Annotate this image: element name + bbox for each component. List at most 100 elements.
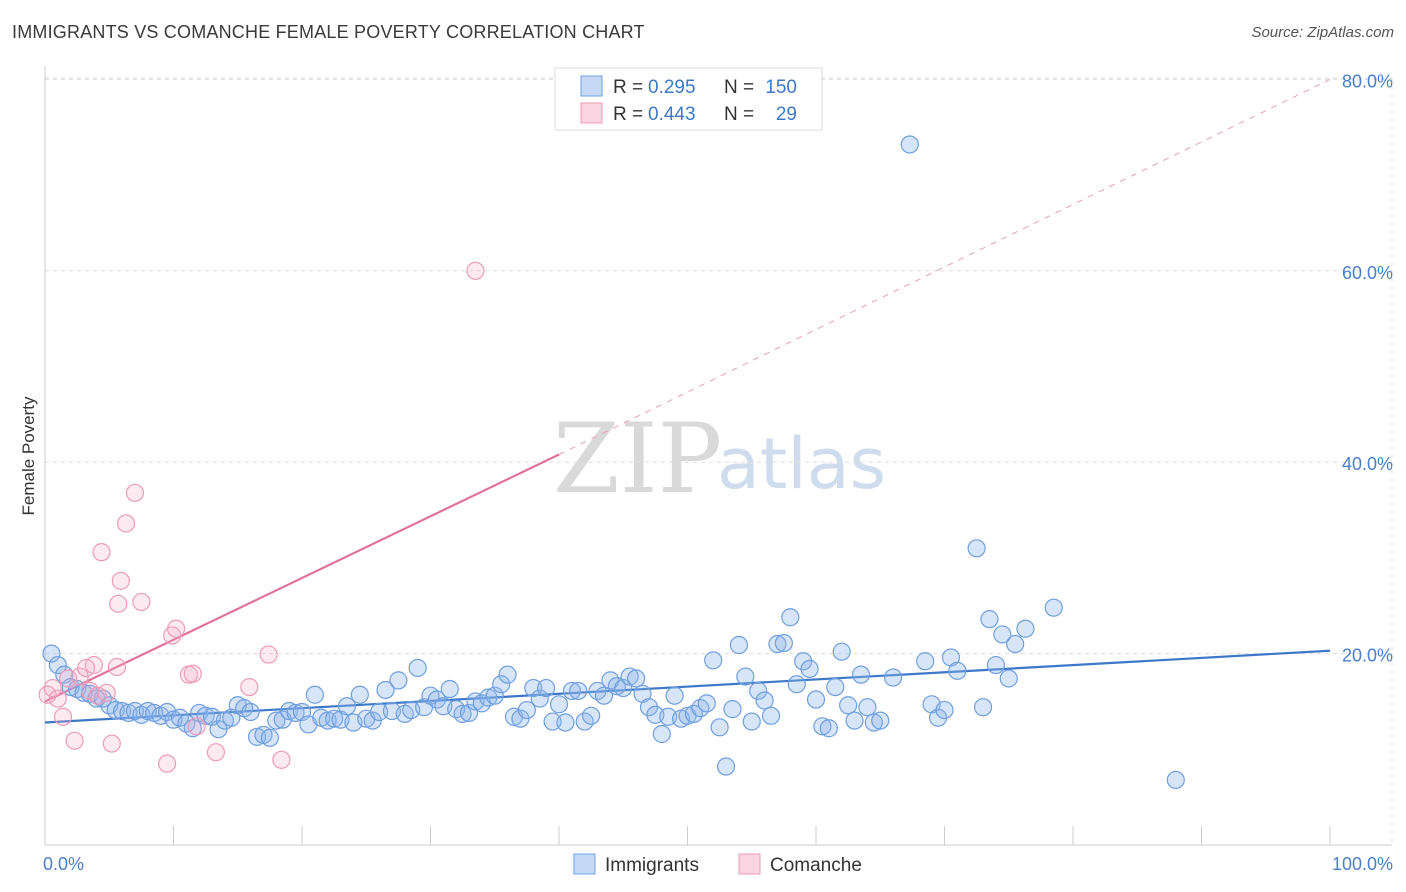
immigrants-point [1016, 619, 1035, 638]
immigrants-point [652, 724, 671, 744]
immigrants-point [543, 712, 562, 731]
comanche-point [92, 543, 111, 562]
immigrants-point [973, 698, 993, 717]
immigrants-point [376, 680, 395, 700]
immigrants-point [710, 718, 729, 737]
comanche-point [53, 707, 73, 726]
immigrants-point [485, 686, 504, 705]
immigrants-point [549, 695, 569, 714]
immigrants-point [749, 681, 768, 701]
y-axis-label: Female Poverty [19, 396, 38, 516]
immigrants-point [620, 667, 639, 686]
immigrants-point [729, 635, 749, 655]
immigrants-point [832, 642, 851, 661]
immigrants-point [800, 659, 819, 679]
bottom-legend: Immigrants Comanche [573, 853, 862, 876]
comanche-point [107, 657, 127, 677]
trend-lines [44, 78, 1331, 724]
immigrants-point [42, 644, 61, 663]
comanche-point [111, 571, 130, 590]
immigrants-point [530, 689, 549, 708]
comanche-point [116, 514, 136, 533]
immigrants-point [839, 696, 858, 715]
immigrants-point [948, 661, 967, 680]
immigrants-point [247, 727, 267, 746]
immigrants-point [761, 706, 781, 725]
immigrants-point [806, 690, 826, 709]
immigrants-point [967, 539, 986, 558]
immigrants-point [819, 719, 838, 738]
immigrants-point [337, 697, 357, 716]
immigrants-point [241, 702, 260, 722]
immigrants-point [697, 694, 716, 713]
comanche-point [132, 592, 151, 612]
immigrants-point [845, 711, 864, 730]
immigrants-point [453, 704, 472, 723]
immigrants-point [986, 655, 1006, 675]
immigrants-point [350, 685, 369, 704]
source-label: Source: ZipAtlas.com [1251, 24, 1394, 41]
comanche-point [43, 678, 62, 698]
comanche-point [187, 717, 206, 736]
comanche-point [240, 677, 259, 697]
immigrants-point [305, 685, 324, 704]
immigrants-point [389, 671, 408, 690]
immigrants-point [774, 633, 793, 653]
immigrants-point [716, 757, 736, 776]
comanche-point [157, 754, 177, 773]
immigrants-point [48, 655, 67, 675]
immigrants-point [479, 688, 498, 707]
legend-r-value-2: 0.443 [648, 104, 696, 125]
immigrants-point [408, 658, 427, 678]
immigrants-point [858, 698, 877, 717]
comanche-point [466, 261, 485, 280]
legend: R = 0.295 N = 150 R = 0.443 N = 29 [554, 67, 823, 131]
immigrants-point [626, 669, 646, 688]
immigrants-point [614, 678, 633, 698]
immigrants-point [999, 669, 1018, 688]
immigrants-point [537, 678, 556, 698]
immigrants-point [582, 706, 601, 725]
immigrants-point [864, 713, 883, 732]
legend-r-value-1: 0.295 [648, 77, 696, 98]
comanche-point [48, 689, 67, 708]
immigrants-point [524, 678, 543, 698]
immigrants-point [498, 665, 517, 684]
y-tick-label: 40.0% [1342, 454, 1393, 474]
y-tick-label: 80.0% [1342, 71, 1393, 91]
immigrants-point [723, 700, 742, 719]
immigrants-point [980, 610, 999, 629]
comanche-point [272, 750, 291, 769]
comanche-point [59, 669, 78, 688]
comanche-point [259, 645, 278, 664]
immigrants-point [517, 700, 536, 720]
immigrants-point [112, 701, 132, 721]
comanche-point [84, 655, 103, 675]
immigrants-point [607, 677, 626, 696]
comanche-point [206, 743, 226, 762]
axes [44, 66, 1392, 846]
immigrants-point [704, 651, 723, 670]
comanche-point [109, 594, 128, 613]
legend-n-value-1: 150 [765, 77, 797, 98]
comanche-point [166, 619, 186, 638]
comanche-point [102, 734, 121, 753]
immigrants-point [742, 712, 761, 731]
immigrants-point [813, 717, 832, 736]
comanche-trend-line [44, 453, 560, 703]
bottom-legend-immigrants: Immigrants [605, 855, 699, 876]
immigrants-point [935, 700, 954, 720]
immigrants-point [883, 668, 903, 687]
immigrants-points [42, 135, 1185, 790]
immigrants-point [826, 677, 845, 697]
immigrants-point [851, 665, 871, 684]
tick-labels: 20.0% 40.0% 60.0% 80.0% 0.0% 100.0% [43, 71, 1393, 874]
y-tick-label: 60.0% [1342, 263, 1393, 283]
immigrants-point [1006, 634, 1025, 654]
chart-title: IMMIGRANTS VS COMANCHE FEMALE POVERTY CO… [12, 22, 645, 42]
comanche-points [38, 261, 485, 773]
y-tick-label: 20.0% [1342, 646, 1393, 666]
x-tick-label-start: 0.0% [43, 854, 84, 874]
immigrants-point [318, 711, 337, 730]
comanche-trend-extension [558, 78, 1331, 455]
